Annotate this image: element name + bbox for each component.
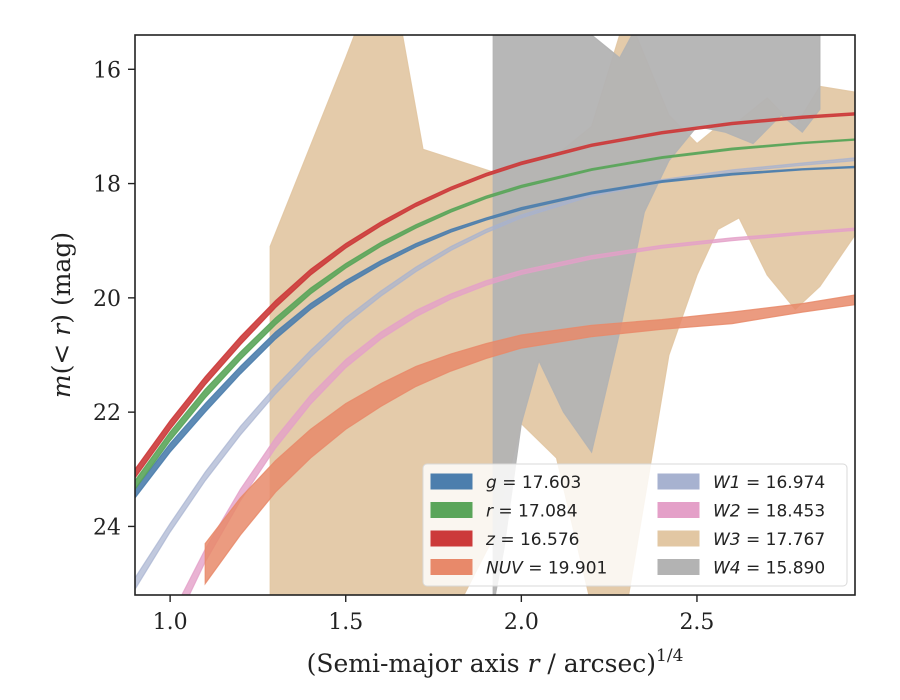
legend-swatch-r: [430, 502, 473, 518]
x-tick-label: 2.5: [679, 610, 714, 635]
y-tick-label: 16: [93, 58, 121, 83]
legend-box: [422, 463, 848, 587]
legend-swatch-z: [430, 530, 473, 547]
y-tick-label: 18: [93, 173, 121, 198]
x-axis-label: (Semi-major axis r / arcsec)1/4: [307, 646, 684, 678]
legend-label-z: z = 16.576: [485, 530, 579, 550]
axis-ticks: 1.0 1.5 2.0 2.5 16 18 20 22 24: [93, 58, 714, 635]
legend-label-w4: W4 = 15.890: [713, 559, 825, 579]
legend-swatch-w3: [657, 530, 700, 547]
x-tick-label: 1.0: [153, 610, 188, 635]
legend-swatch-w1: [657, 473, 700, 490]
legend-label-nuv: NUV = 19.901: [486, 559, 607, 579]
legend-label-w2: W2 = 18.453: [713, 502, 825, 522]
legend-swatch-w2: [657, 502, 700, 518]
plot-area: [135, 35, 855, 595]
x-tick-label: 2.0: [504, 610, 539, 635]
series-band-nuv: [204, 294, 855, 586]
series-band-r: [135, 138, 855, 491]
series-band-w1: [135, 157, 855, 591]
plot-frame: [134, 34, 856, 596]
y-tick-label: 20: [93, 287, 121, 312]
series-band-z: [135, 112, 855, 479]
y-axis-label: m(< r) (mag): [47, 232, 76, 398]
legend-swatch-nuv: [430, 559, 473, 575]
legend-label-w1: W1 = 16.974: [713, 473, 825, 493]
legend-label-r: r = 17.084: [486, 502, 578, 522]
y-tick-label: 24: [93, 515, 121, 540]
series-band-g: [135, 165, 855, 499]
series-band-w2: [181, 227, 855, 595]
legend-swatch-g: [430, 473, 473, 490]
legend-label-g: g = 17.603: [486, 473, 581, 493]
y-tick-label: 22: [93, 401, 121, 426]
legend: g = 17.603 r = 17.084 z = 16.576 NUV = 19.9…: [422, 463, 848, 587]
legend-label-w3: W3 = 17.767: [713, 530, 825, 550]
x-tick-label: 1.5: [328, 610, 363, 635]
legend-swatch-w4: [657, 559, 700, 575]
